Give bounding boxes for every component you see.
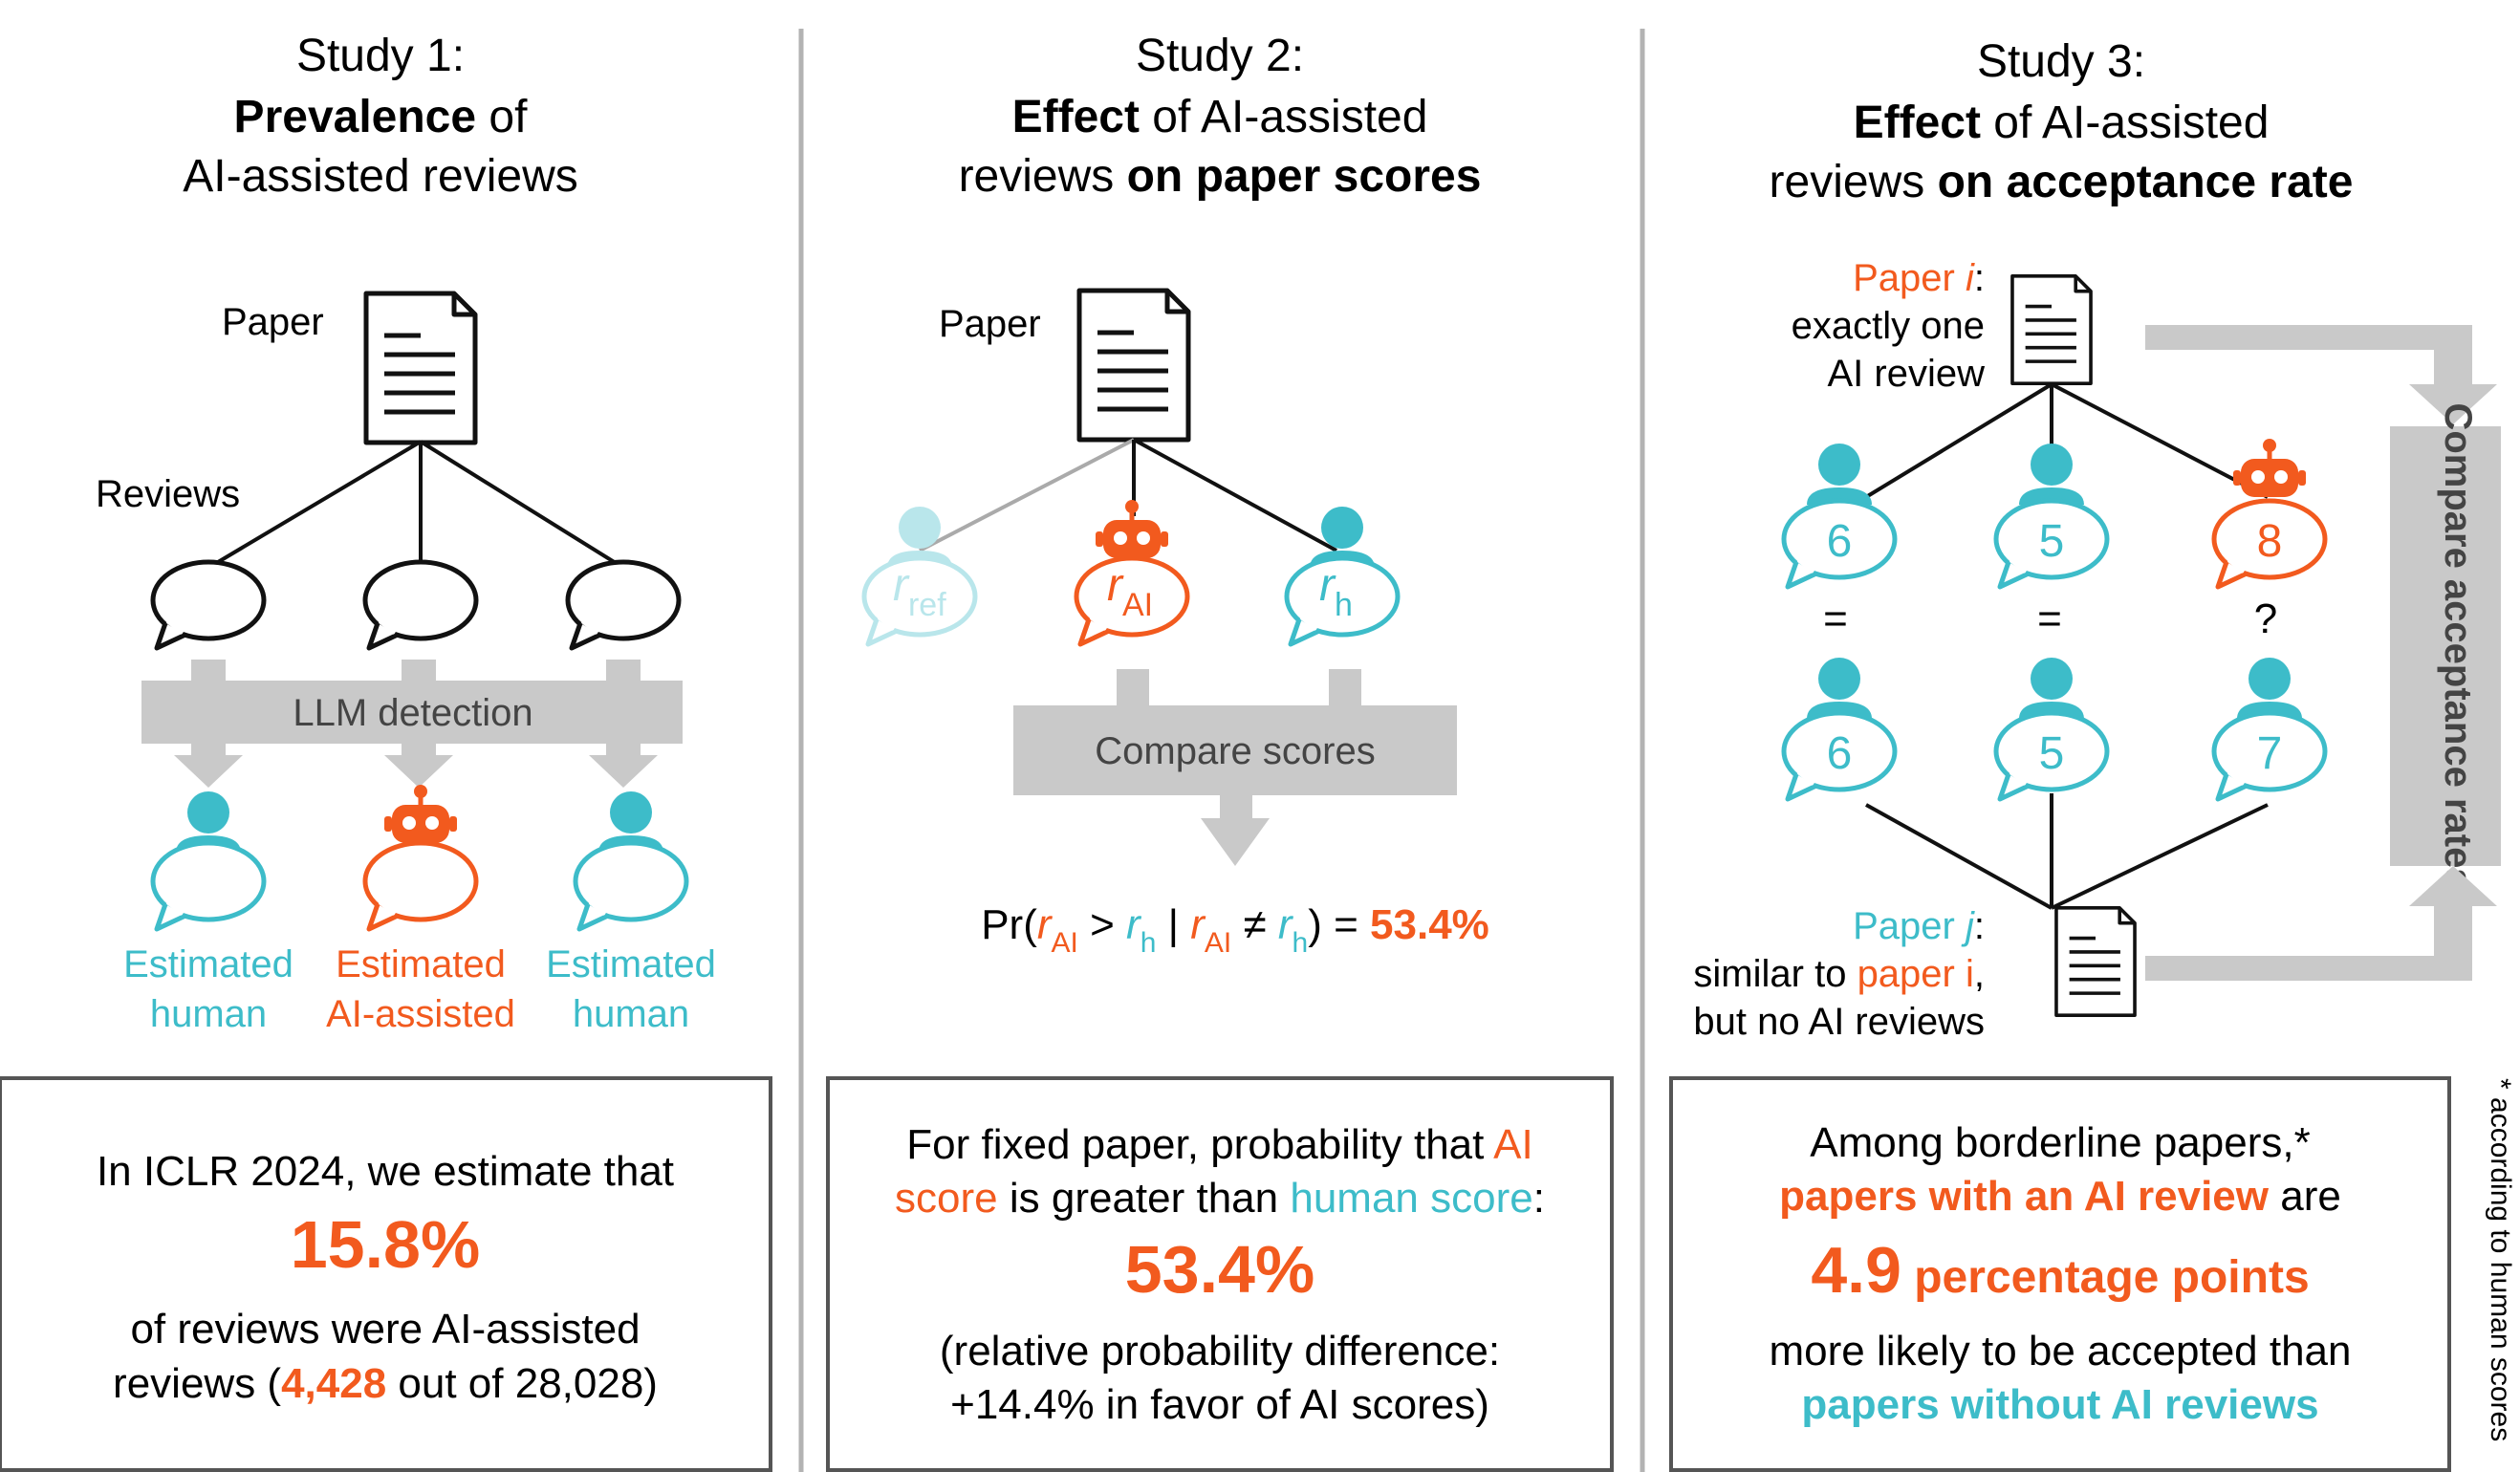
paper-i-line2: exactly one [1792,305,1985,347]
relation-1: = [1823,595,1848,642]
compare-acceptance-label: Compare acceptance rates [2437,402,2479,889]
paper-j-label: Paper j: [1853,905,1985,947]
paper-i-line3: AI review [1828,353,1986,395]
compare-acceptance-band [2390,426,2501,866]
arrow-down-icon [589,742,658,788]
top-score-1: 6 [1827,516,1853,567]
study1-title: Prevalence of [234,92,529,142]
study1-box-stat: 15.8% [291,1207,480,1282]
study3-title: Effect of AI-assisted [1854,97,2270,148]
result-label-ai-b: AI-assisted [326,993,515,1035]
top-score-2: 5 [2039,516,2065,567]
result-label-human-1: Estimated [123,943,293,985]
bottom-score-2: 5 [2039,728,2065,779]
study2-box-line2: score is greater than human score: [895,1175,1545,1222]
result-label-human-1b: human [150,993,267,1035]
ai-bubble-icon [365,843,476,929]
study3-box-line4: more likely to be accepted than [1769,1328,2351,1375]
study2-panel: Study 2: Effect of AI-assisted reviews o… [826,31,1614,1472]
study2-title-line3: reviews on paper scores [959,151,1482,202]
paper-j-line2: similar to paper i, [1693,953,1985,995]
study1-reviews-label: Reviews [96,473,240,515]
study1-box-line4: reviews (4,428 out of 28,028) [113,1360,658,1407]
relation-2: = [2037,595,2062,642]
arrow-down-icon [174,742,243,788]
study2-box-line4: (relative probability difference: [940,1328,1500,1375]
study2-heading: Study 2: [1136,31,1304,81]
top-score-3: 8 [2257,516,2283,567]
study2-result-box [826,1076,1614,1472]
study1-heading: Study 1: [296,31,465,81]
paper-i-label: Paper i: [1853,257,1985,299]
study3-box-line1: Among borderline papers,* [1810,1119,2310,1166]
compare-scores-label: Compare scores [1095,730,1375,772]
study2-box-stat: 53.4% [1125,1232,1314,1307]
bottom-score-3: 7 [2257,728,2283,779]
person-icon [2019,658,2084,719]
study3-heading: Study 3: [1977,36,2145,87]
study2-box-line5: +14.4% in favor of AI scores) [950,1381,1489,1428]
study2-title: Effect of AI-assisted [1012,92,1428,142]
review-bubble-icon [568,562,679,648]
paper-j-document-icon [2054,906,2137,1017]
study2-box-line1: For fixed paper, probability that AI [906,1121,1533,1168]
study1-box-line1: In ICLR 2024, we estimate that [97,1148,674,1195]
relation-3: ? [2254,595,2277,642]
person-icon [2019,444,2084,505]
study2-paper-label: Paper [939,303,1041,345]
study3-box-line2: papers with an AI review are [1779,1173,2341,1220]
footnote: * according to human scores [2485,1078,2516,1441]
study2-document-icon [1079,291,1188,440]
result-label-ai: Estimated [336,943,506,985]
r-ai-label: rAI [1107,560,1153,623]
study3-title-line3: reviews on acceptance rate [1770,157,2354,207]
human-bubble-icon [576,843,686,929]
probability-formula: Pr(rAI > rh | rAI ≠ rh) = 53.4% [981,901,1489,959]
arrow-down-icon [1201,793,1270,866]
study1-result-box [0,1076,772,1472]
study3-box-line5: papers without AI reviews [1801,1381,2318,1428]
study3-box-stat: 4.9 percentage points [1811,1234,2309,1307]
study1-paper-label: Paper [222,301,324,343]
study1-panel: Study 1: Prevalence of AI-assisted revie… [0,31,772,1472]
bottom-score-1: 6 [1827,728,1853,779]
paper-i-document-icon [2010,274,2093,385]
study1-title-line3: AI-assisted reviews [183,151,577,202]
human-bubble-icon [153,843,264,929]
compare-scores-band [1013,705,1457,795]
review-bubble-icon [153,562,264,648]
study3-panel: Study 3: Effect of AI-assisted reviews o… [1669,36,2516,1472]
top-flow-arrow [2145,325,2497,424]
review-bubble-icon [365,562,476,648]
r-h-label: rh [1319,560,1353,623]
llm-detection-band [141,681,683,744]
study1-document-icon [366,293,475,443]
result-label-human-2: Estimated [546,943,716,985]
study3-result-box [1669,1076,2451,1472]
llm-detection-label: LLM detection [293,692,532,734]
study1-box-line3: of reviews were AI-assisted [130,1306,640,1353]
r-ref-label: rref [893,560,946,623]
paper-j-line3: but no AI reviews [1693,1001,1985,1043]
arrow-down-icon [384,742,453,788]
person-icon [1807,444,1872,505]
result-label-human-2b: human [573,993,689,1035]
person-icon [1807,658,1872,719]
bottom-flow-arrow [2145,866,2497,981]
person-icon [2237,658,2302,719]
